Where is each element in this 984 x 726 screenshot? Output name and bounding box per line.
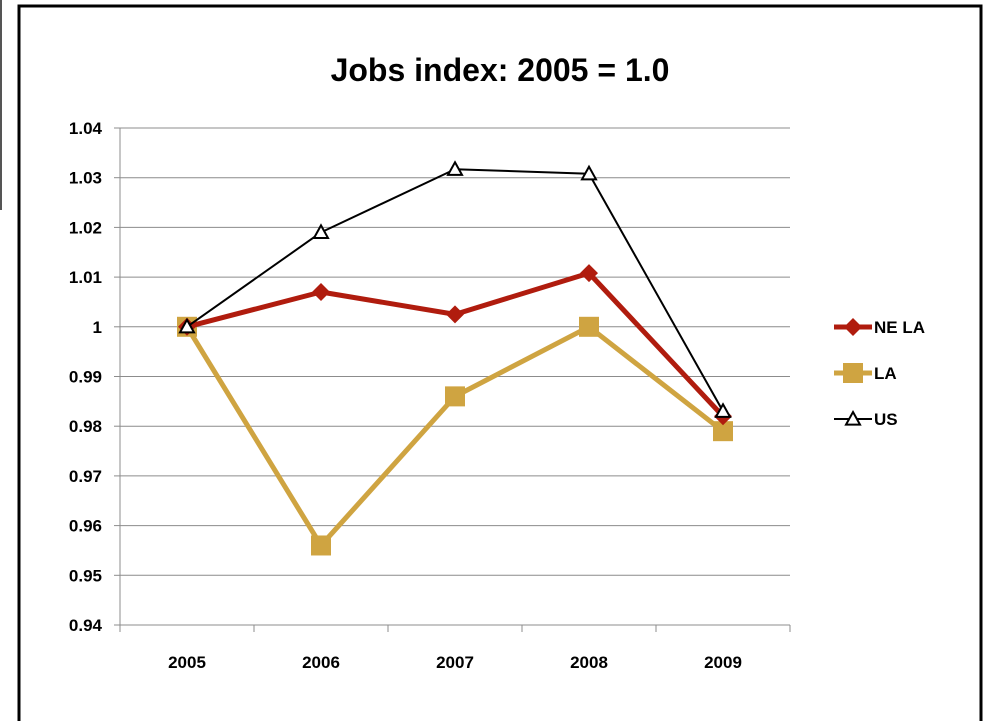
data-point-us (312, 223, 330, 239)
y-tick-label: 0.98 (69, 417, 102, 436)
axes (114, 127, 791, 632)
y-tick-label: 0.94 (69, 616, 103, 635)
series-lines (177, 160, 733, 556)
x-axis-tick-labels: 2005 2006 2007 2008 2009 (168, 653, 742, 672)
data-point-la (445, 386, 465, 407)
legend-label: LA (874, 364, 897, 383)
y-tick-label: 1.02 (69, 218, 102, 237)
data-point-la (579, 316, 599, 337)
data-point-ne-la (446, 305, 464, 324)
chart-border (17, 4, 983, 726)
legend-item-us: US (834, 409, 898, 429)
data-point-us (580, 164, 598, 181)
x-tick-label: 2009 (704, 653, 742, 672)
y-tick-label: 0.96 (69, 517, 102, 536)
legend-item-la: LA (834, 363, 897, 383)
legend-label: NE LA (874, 318, 925, 337)
legend: NE LA LA US (834, 318, 925, 429)
x-tick-label: 2008 (570, 653, 608, 672)
legend-marker (844, 318, 862, 336)
y-tick-label: 0.97 (69, 467, 102, 486)
y-tick-label: 1.04 (69, 119, 103, 138)
x-tick-label: 2007 (436, 653, 474, 672)
y-tick-label: 0.95 (69, 566, 102, 585)
data-point-la (713, 421, 733, 442)
data-point-us (446, 160, 464, 176)
y-tick-label: 1 (93, 318, 102, 337)
data-point-la (311, 535, 331, 556)
y-tick-label: 1.01 (69, 268, 102, 287)
y-axis-tick-labels: 0.94 0.95 0.96 0.97 0.98 0.99 1 1.01 1.02 1.03 1.0… (69, 119, 103, 635)
legend-label: US (874, 410, 898, 429)
x-tick-label: 2006 (302, 653, 340, 672)
chart-title: Jobs index: 2005 = 1.0 (331, 52, 670, 88)
x-tick-label: 2005 (168, 653, 206, 672)
data-point-us (714, 402, 732, 418)
legend-item-ne-la: NE LA (834, 318, 925, 337)
data-point-ne-la (580, 264, 598, 283)
y-tick-label: 0.99 (69, 368, 102, 387)
legend-marker (843, 363, 863, 383)
legend-marker (844, 409, 862, 426)
data-point-us (178, 317, 196, 334)
y-tick-label: 1.03 (69, 169, 102, 188)
data-point-ne-la (312, 283, 330, 302)
